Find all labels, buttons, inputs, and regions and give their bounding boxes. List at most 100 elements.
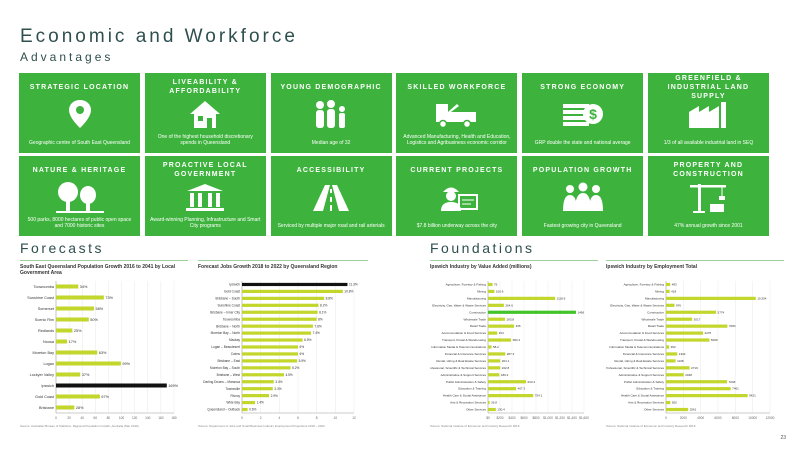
- category-label: Gold Coast: [224, 290, 240, 294]
- bar: [242, 407, 248, 412]
- bar-value-label: 6.5%: [304, 338, 311, 342]
- truck-icon: [433, 97, 481, 131]
- bar: [488, 387, 517, 391]
- bar-value-label: 483: [672, 283, 677, 287]
- category-label: Logan: [43, 362, 54, 366]
- bar: [242, 324, 313, 328]
- category-label: Arts & Recreation Services: [628, 401, 664, 405]
- road-icon: [311, 180, 351, 214]
- tick-label: 40: [80, 416, 84, 420]
- bar: [56, 405, 75, 410]
- tile-title: GREENFIELD & INDUSTRIAL LAND SUPPLY: [667, 74, 750, 100]
- category-label: Wholesale Trade: [463, 317, 486, 321]
- tick-label: 8: [316, 416, 318, 420]
- bar-value-label: 75: [494, 283, 498, 287]
- category-label: Professional, Scientific & Technical Ser…: [606, 366, 664, 370]
- bar: [56, 350, 98, 355]
- category-label: Rental, Hiring & Real Estate Services: [614, 359, 664, 363]
- bar: [666, 400, 671, 405]
- bar: [56, 306, 95, 311]
- government-icon: [183, 180, 227, 214]
- bar: [242, 317, 317, 321]
- bar: [666, 359, 676, 363]
- people-icon: [560, 180, 606, 214]
- category-label: Retail Trade: [470, 324, 487, 328]
- bar-value-label: 5009: [711, 338, 718, 342]
- bar-value-label: 5.2%: [292, 366, 299, 370]
- bar: [666, 366, 690, 370]
- chart-source: Source: National Institute of Economic a…: [430, 424, 520, 428]
- tile-desc: GRP double the state and national averag…: [534, 140, 631, 146]
- tick-label: 4: [278, 416, 280, 420]
- bar: [488, 366, 501, 370]
- bar-value-label: 8%: [318, 317, 323, 321]
- category-label: Construction: [469, 310, 486, 314]
- bar: [488, 373, 500, 377]
- category-label: Brisbane: [39, 406, 54, 410]
- bar-value-label: 3.3%: [274, 387, 281, 391]
- tile-desc: $7.8 billion underway across the city: [416, 223, 498, 229]
- bar-value-label: 5.9%: [299, 359, 306, 363]
- money-icon: $: [561, 97, 605, 131]
- category-label: Townsville: [225, 387, 240, 391]
- bar: [242, 380, 274, 384]
- bar: [666, 345, 670, 349]
- family-icon: [311, 97, 351, 131]
- bar: [666, 373, 684, 377]
- category-label: Ipswich: [41, 384, 54, 388]
- bar-value-label: 2561: [690, 408, 697, 412]
- category-label: Financial & Insurance Services: [623, 352, 665, 356]
- bar: [56, 284, 79, 289]
- category-label: Arts & Recreation Services: [450, 401, 486, 405]
- bar-value-label: 1108: [677, 359, 684, 363]
- bar: [56, 295, 104, 300]
- tick-label: $1,200: [555, 416, 565, 420]
- tile-strong-economy: STRONG ECONOMY $ GRP double the state an…: [522, 73, 644, 153]
- category-label: Transport, Postal & Warehousing: [442, 338, 486, 342]
- tile-title: YOUNG DEMOGRAPHIC: [280, 83, 382, 91]
- chart-population-growth: South East Queensland Population Growth …: [20, 260, 188, 428]
- bar-value-label: 189.2: [501, 373, 509, 377]
- tick-label: 100: [119, 416, 125, 420]
- tile-desc: Award-winning Planning, Infrastructure a…: [150, 217, 261, 229]
- bar-value-label: 2719: [691, 366, 698, 370]
- category-label: Noosa: [43, 340, 55, 344]
- bar: [666, 407, 689, 412]
- bar-value-label: 17%: [69, 340, 77, 344]
- bar-value-label: 34%: [80, 285, 88, 289]
- house-icon: [187, 97, 223, 131]
- tick-label: 20: [67, 416, 71, 420]
- category-label: Scenic Rim: [35, 318, 54, 322]
- bar-value-label: 130.4: [497, 408, 505, 412]
- tick-label: 120: [132, 416, 138, 420]
- bar: [242, 289, 343, 294]
- chart-employment-total: Ipswich Industry by Employment Total 0 20…: [606, 260, 784, 428]
- tick-label: 2: [260, 416, 262, 420]
- bar: [488, 359, 501, 363]
- bar-value-label: 1302: [679, 352, 686, 356]
- bar: [488, 331, 498, 335]
- category-label: Queensland – Outback: [207, 408, 240, 412]
- bar-value-label: 418: [671, 289, 676, 293]
- category-label: Electricity, Gas, Water & Waste Services: [610, 303, 664, 307]
- section-forecasts: Forecasts: [20, 240, 104, 256]
- bar-value-label: 6%: [300, 345, 305, 349]
- bar-value-label: 283.8: [507, 317, 515, 321]
- bar: [666, 289, 670, 294]
- bar: [488, 400, 490, 405]
- bar-value-label: 50%: [90, 318, 98, 322]
- tile-desc: One of the highest household discretiona…: [157, 134, 253, 146]
- tile-desc: 1/3 of all available industrial land in …: [663, 140, 754, 146]
- bar: [56, 317, 89, 322]
- bar: [242, 373, 284, 377]
- chart-title: Ipswich Industry by Value Added (million…: [430, 264, 532, 270]
- bar-value-label: 169%: [168, 384, 178, 388]
- bar: [242, 366, 291, 370]
- svg-text:$: $: [589, 106, 597, 122]
- category-label: Education & Training: [458, 387, 486, 391]
- category-label: Darling Downs – Maranoa: [203, 380, 240, 384]
- bar-value-label: 500: [672, 401, 677, 405]
- bar: [488, 345, 492, 349]
- category-label: Health Care & Social Assistance: [443, 394, 486, 398]
- tick-label: $1,000: [543, 416, 553, 420]
